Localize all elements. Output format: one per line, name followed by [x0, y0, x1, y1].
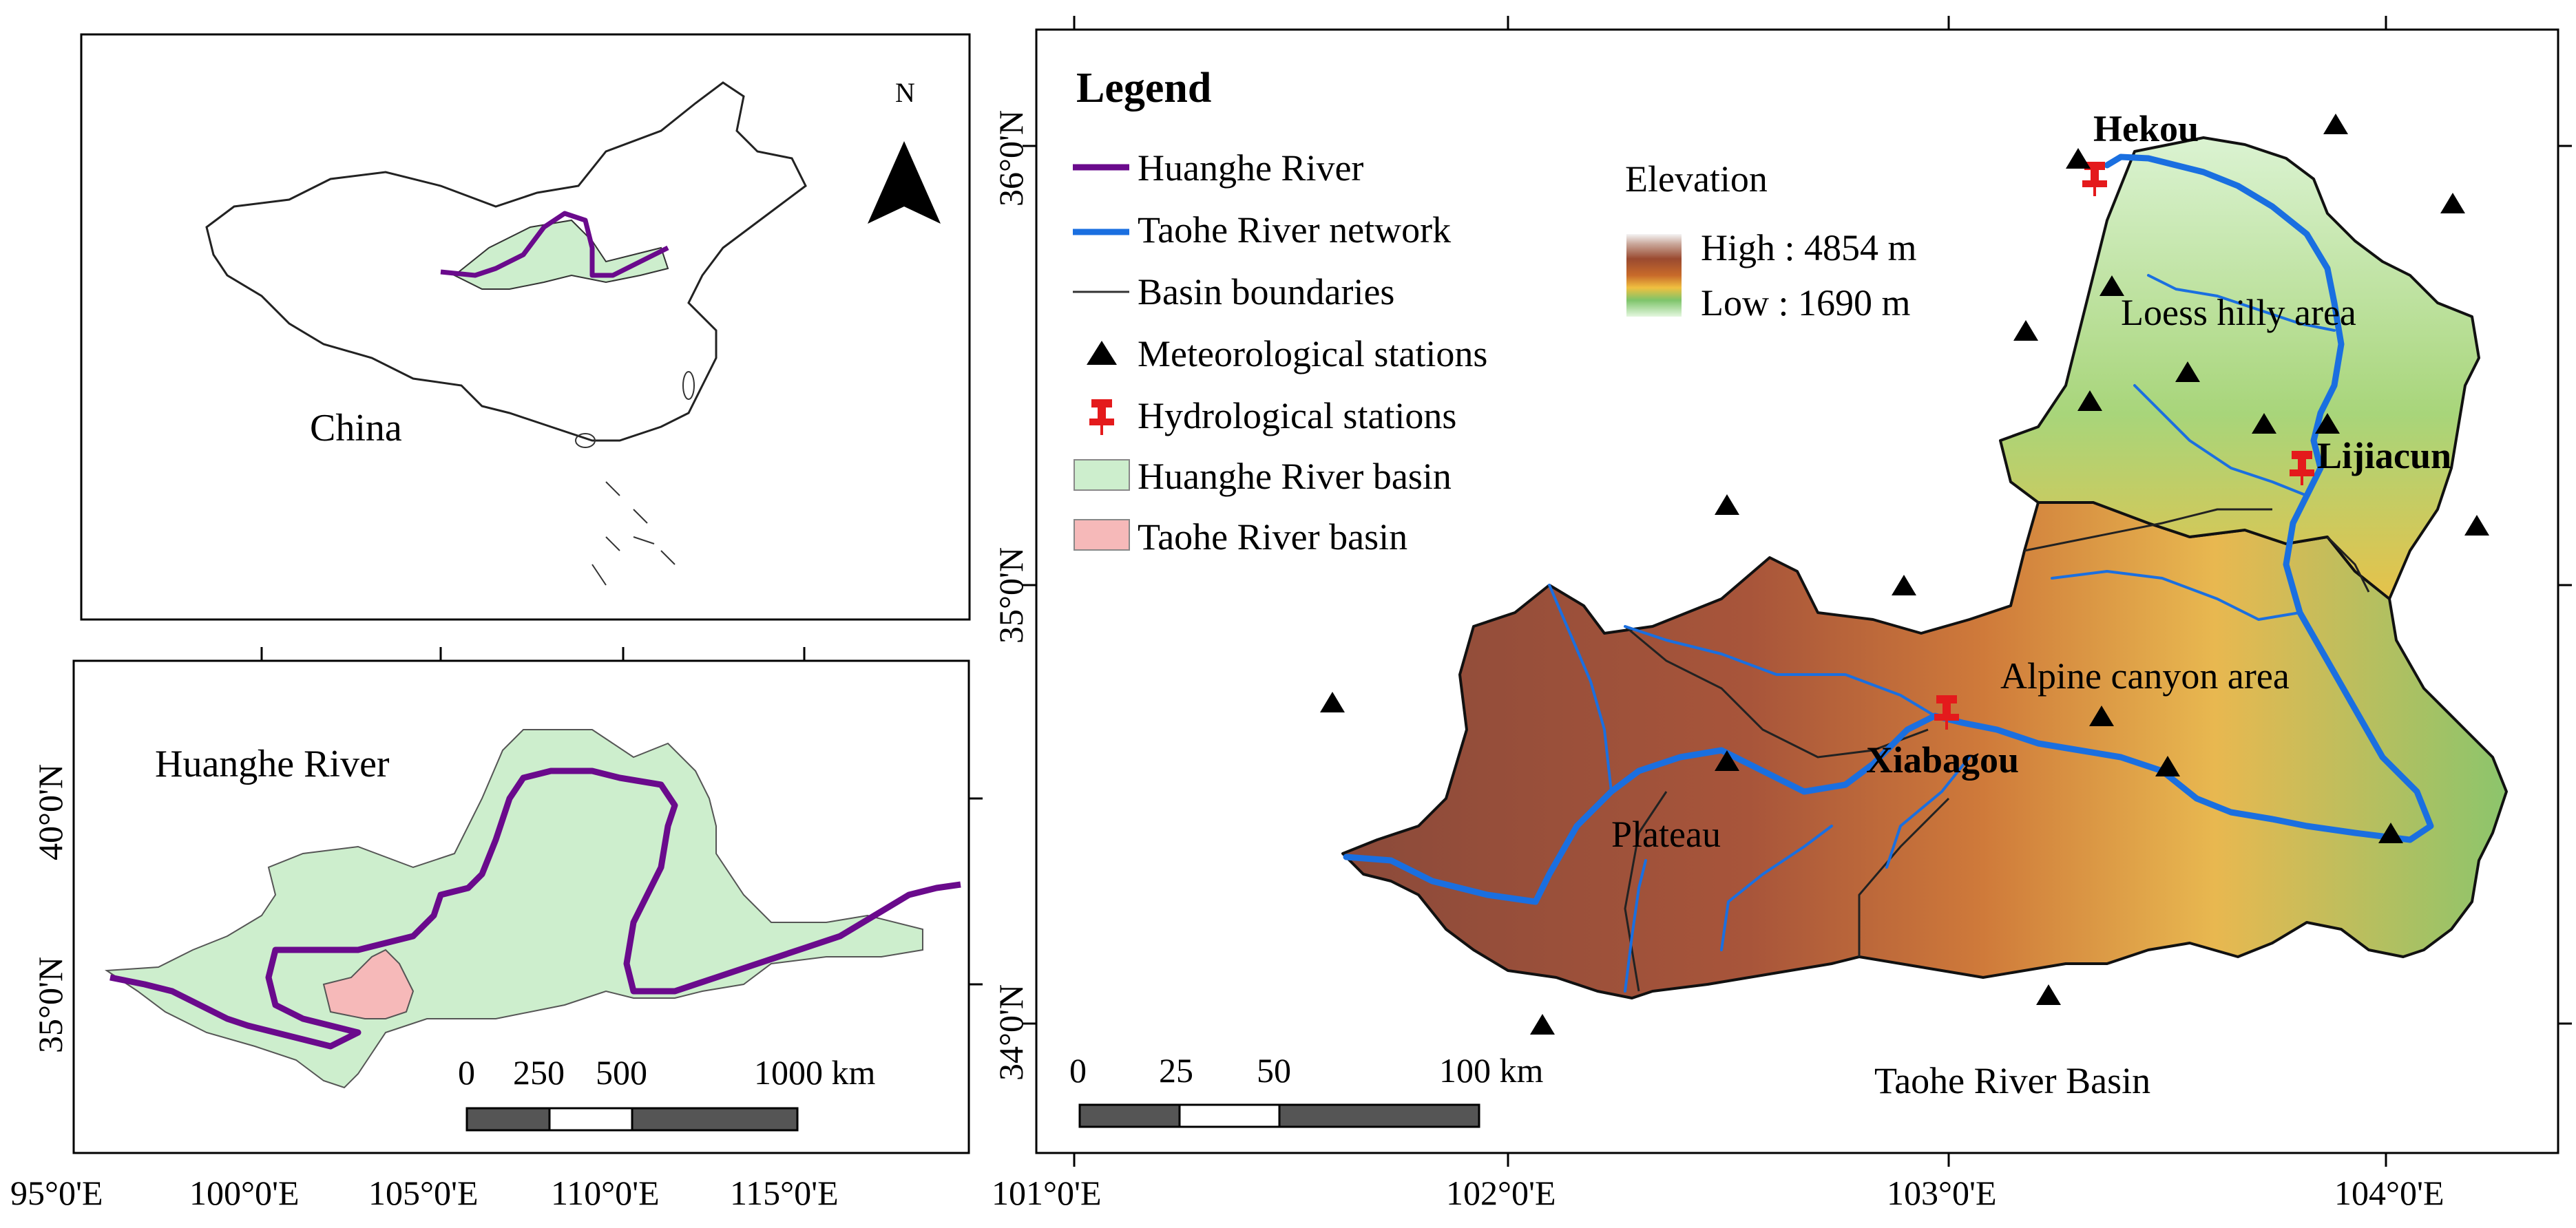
taohe-river-network — [1343, 154, 2434, 993]
hydro-station-hekou: Hekou — [2082, 108, 2199, 196]
main-lon-102: 102°0'E — [1446, 1174, 1556, 1212]
meteo-station — [2013, 320, 2038, 341]
meteo-station — [2036, 984, 2061, 1005]
main-map-title: Taohe River Basin — [1874, 1060, 2150, 1101]
hydro-station-xiabagou: Xiabagou — [1866, 695, 2019, 781]
inset-scale-250: 250 — [513, 1053, 565, 1092]
meteo-station — [2323, 114, 2348, 134]
huanghe-inset-ticks — [260, 647, 983, 986]
inset-scale-500: 500 — [596, 1053, 647, 1092]
china-islands — [575, 371, 695, 586]
region-loess: Loess hilly area — [2121, 292, 2356, 333]
meteo-station — [1715, 494, 1739, 515]
legend-pin-icon — [1089, 399, 1114, 435]
elevation-high: High : 4854 m — [1701, 227, 1917, 268]
legend-triangle-icon — [1087, 341, 1117, 365]
north-label: N — [895, 77, 915, 108]
taohe-basin-shape — [322, 949, 415, 1019]
taohe-basin-terrain-south — [1341, 501, 2508, 999]
meteo-station — [2378, 823, 2403, 843]
legend-title: Legend — [1076, 65, 1211, 112]
main-lon-103: 103°0'E — [1887, 1174, 1997, 1212]
north-arrow-icon: N — [868, 77, 941, 224]
meteo-station — [1892, 575, 1916, 595]
main-scale-50: 50 — [1257, 1051, 1291, 1090]
main-map-ticks — [1023, 16, 2572, 1167]
meteo-station — [2252, 413, 2276, 434]
inset-lon-95: 95°0'E — [10, 1174, 103, 1212]
legend: Legend Huanghe River Taohe River network… — [1073, 65, 1487, 558]
main-scale-bar: 0 25 50 100 km — [1069, 1051, 1544, 1128]
hydro-station-lijiacun: Lijiacun — [2290, 435, 2451, 485]
meteo-station — [2464, 515, 2489, 536]
meteo-station — [1320, 692, 1345, 712]
elevation-title: Elevation — [1625, 158, 1768, 200]
taohe-basin-terrain-north — [1999, 136, 2480, 600]
huanghe-river-inset — [109, 768, 961, 1050]
meteo-station — [1715, 750, 1739, 771]
huanghe-basin-shape — [104, 729, 923, 1089]
main-map: Legend Huanghe River Taohe River network… — [992, 16, 2572, 1212]
meteo-station — [2099, 275, 2124, 296]
legend-item-hydro: Hydrological stations — [1138, 395, 1456, 436]
legend-item-huanghe-basin: Huanghe River basin — [1138, 456, 1452, 497]
inset-scale-bar: 0 250 500 1000 km — [458, 1053, 876, 1132]
sub-basin-boundaries — [1624, 508, 2370, 992]
main-lat-34: 34°0'N — [992, 984, 1030, 1081]
legend-green-patch-icon — [1074, 459, 1130, 491]
huanghe-inset: Huanghe River 35°0'N 40°0'N 95°0'E 100°0… — [10, 647, 983, 1212]
inset-scale-1000: 1000 km — [754, 1053, 876, 1092]
meteo-station — [2315, 413, 2340, 434]
china-huanghe-river — [440, 211, 669, 278]
legend-item-basin-boundaries: Basin boundaries — [1138, 271, 1394, 313]
hekou-label: Hekou — [2093, 108, 2199, 149]
meteo-station — [2155, 756, 2180, 776]
main-lat-36: 36°0'N — [992, 110, 1030, 207]
main-scale-25: 25 — [1159, 1051, 1193, 1090]
inset-scale-0: 0 — [458, 1053, 475, 1092]
legend-item-huanghe-river: Huanghe River — [1138, 147, 1363, 189]
region-plateau: Plateau — [1611, 814, 1721, 855]
lijiacun-label: Lijiacun — [2317, 435, 2451, 476]
xiabagou-label: Xiabagou — [1866, 739, 2019, 781]
inset-lon-115: 115°0'E — [730, 1174, 839, 1212]
meteo-station — [2077, 390, 2102, 411]
legend-item-taohe-network: Taohe River network — [1138, 209, 1451, 251]
legend-item-taohe-basin: Taohe River basin — [1138, 516, 1407, 558]
huanghe-inset-label: Huanghe River — [155, 743, 390, 785]
meteo-station — [2066, 148, 2091, 169]
elevation-color-ramp — [1626, 234, 1682, 317]
meteo-station — [2440, 193, 2465, 213]
china-inset: China N — [80, 33, 971, 621]
elevation-legend: Elevation High : 4854 m Low : 1690 m — [1625, 158, 1917, 324]
inset-lat-35: 35°0'N — [31, 957, 70, 1053]
main-lon-104: 104°0'E — [2334, 1174, 2444, 1212]
inset-lon-110: 110°0'E — [551, 1174, 660, 1212]
elevation-low: Low : 1690 m — [1701, 282, 1911, 324]
inset-lon-105: 105°0'E — [368, 1174, 479, 1212]
main-lat-35: 35°0'N — [992, 547, 1030, 644]
main-lon-101: 101°0'E — [992, 1174, 1102, 1212]
region-alpine: Alpine canyon area — [2000, 655, 2290, 697]
meteo-station — [2175, 361, 2200, 382]
inset-lon-100: 100°0'E — [189, 1174, 300, 1212]
main-scale-100: 100 km — [1439, 1051, 1544, 1090]
inset-lat-40: 40°0'N — [31, 764, 70, 860]
meteo-station — [2089, 706, 2114, 726]
meteo-station — [1530, 1014, 1555, 1035]
main-scale-0: 0 — [1069, 1051, 1087, 1090]
legend-pink-patch-icon — [1074, 519, 1130, 551]
china-label: China — [310, 407, 402, 449]
meteo-stations — [1320, 114, 2489, 1035]
legend-item-meteo: Meteorological stations — [1138, 333, 1487, 374]
